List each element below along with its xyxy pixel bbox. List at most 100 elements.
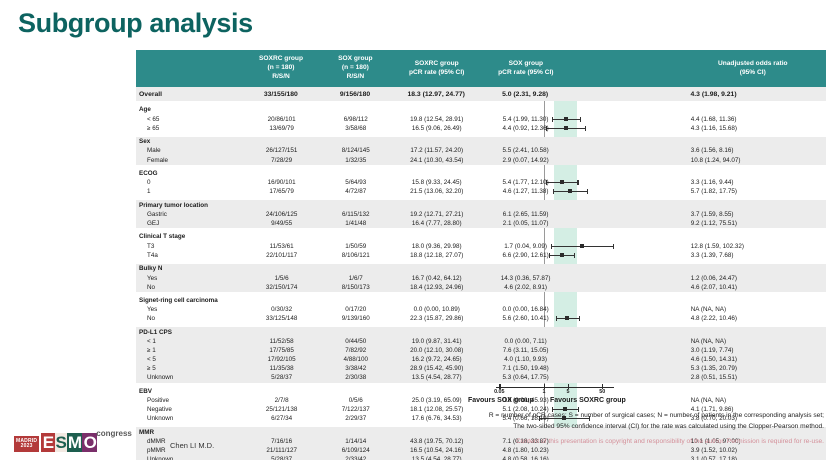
soxrc-pcr-rate: 43.8 (19.75, 70.12) [410,438,464,446]
sox-pcr-rate: 7.1 (0.18, 33.87) [502,438,549,446]
subgroup-forest-table: SOXRC group (n = 180) R/S/N SOX group (n = 1… [136,50,826,460]
row-label: Unknown [147,456,174,460]
sox-pcr-rate: 7.1 (1.50, 19.48) [502,365,549,373]
table-row: GEJ 9/49/55 1/41/48 16.4 (7.77, 28.80) 2.1 (… [136,219,826,229]
forest-plot-axis: Favours SOX group Favours SOXRC group 0.… [136,384,826,414]
sox-pcr-rate: 0.0 (0.00, 16.84) [502,306,549,314]
row-label: 0 [147,179,151,187]
table-group-header: Primary tumor location [136,200,826,210]
soxrc-pcr-rate: 16.7 (0.42, 64.12) [411,274,462,282]
odds-ratio: 10.1 (1.05, 97.00) [690,438,741,446]
soxrc-rsn: 25/121/138 [265,406,298,414]
group-label: Primary tumor location [139,201,208,209]
odds-ratio: 4.8 (2.22, 10.46) [690,315,737,323]
sox-pcr-rate: 5.6 (2.60, 10.41) [502,315,549,323]
odds-ratio: 3.6 (1.56, 8.16) [690,147,734,155]
soxrc-rsn: 11/52/58 [269,338,294,346]
soxrc-rsn: 6/27/34 [271,415,293,423]
sox-pcr-rate: 4.4 (0.92, 12.36) [502,124,549,132]
table-row: No 33/125/148 9/139/160 22.3 (15.87, 29.86)… [136,314,826,323]
sox-rsn: 1/41/48 [345,220,367,228]
page-title: Subgroup analysis [18,8,253,38]
sox-rsn: 9/156/180 [339,90,371,98]
soxrc-rsn: 1/5/6 [274,274,289,282]
sox-rsn: 1/6/7 [348,274,363,282]
axis-tick [543,384,546,389]
sox-pcr-rate: 14.3 (0.36, 57.87) [500,274,551,282]
sox-pcr-rate: 0.0 (0.00, 7.11) [504,338,547,346]
table-row: Yes 1/5/6 1/6/7 16.7 (0.42, 64.12) 14.3 (0.3… [136,273,826,283]
sox-rsn: 2/29/37 [345,415,367,423]
table-header-row: SOXRC group (n = 180) R/S/N SOX group (n = 1… [136,50,826,87]
esmo-congress-logo: MADRID 2023 E S M O congress [14,429,132,452]
row-label: Positive [147,397,170,405]
sox-pcr-rate: 4.6 (2.02, 8.91) [504,283,547,291]
row-label: Negative [147,406,172,414]
row-label: ≥ 65 [147,124,160,132]
sox-pcr-rate: 6.1 (2.65, 11.59) [502,210,549,218]
column-header-line: (n = 180) [267,64,295,72]
sox-rsn: 2/30/38 [345,374,367,382]
soxrc-rsn: 0/30/32 [271,306,293,314]
table-row: Yes 0/30/32 0/17/20 0.0 (0.00, 10.89) 0.0 (0… [136,305,826,314]
odds-ratio: 2.8 (0.51, 15.51) [690,374,737,382]
odds-ratio: 3.7 (1.59, 8.55) [690,210,734,218]
table-group-header: EBV [136,387,826,397]
sox-pcr-rate: 5.0 (2.31, 9.28) [502,90,549,98]
odds-ratio: NA (NA, NA) [690,306,727,314]
soxrc-pcr-rate: 0.0 (0.00, 10.89) [413,306,460,314]
odds-ratio: 4.3 (1.98, 9.21) [690,90,737,98]
odds-ratio: 5.7 (1.82, 17.75) [690,188,737,196]
odds-ratio: NA (NA, NA) [690,397,727,405]
column-header-1: SOXRC group (n = 180) R/S/N [243,55,320,82]
soxrc-pcr-rate: 15.8 (9.33, 24.45) [411,179,462,187]
soxrc-rsn: 17/65/79 [269,188,294,196]
row-label: ≥ 1 [147,347,156,355]
soxrc-pcr-rate: 28.9 (15.42, 45.90) [410,365,464,373]
sox-rsn: 7/82/92 [345,347,367,355]
sox-rsn: 8/150/173 [341,283,370,291]
soxrc-rsn: 16/90/101 [267,179,296,187]
esmo-wordmark: E S M O [41,433,98,452]
esmo-letter-e: E [41,433,55,452]
soxrc-rsn: 17/92/105 [267,356,296,364]
table-row: Unknown 5/28/37 2/30/38 13.5 (4.54, 28.77) 5… [136,373,826,383]
group-label: Age [139,106,151,114]
soxrc-rsn: 2/7/8 [274,397,289,405]
sox-pcr-rate: 4.8 (1.80, 10.23) [502,447,549,455]
soxrc-pcr-rate: 13.5 (4.54, 28.77) [411,374,462,382]
soxrc-rsn: 11/53/61 [269,242,294,250]
soxrc-rsn: 7/28/29 [271,156,293,164]
soxrc-pcr-rate: 17.2 (11.57, 24.20) [410,147,464,155]
soxrc-pcr-rate: 18.3 (12.97, 24.77) [407,90,465,98]
column-header-line: pCR rate (95% CI) [498,68,554,76]
axis-tick [567,384,570,389]
table-group-header: Age [136,105,826,115]
soxrc-rsn: 11/35/38 [269,365,294,373]
sox-pcr-rate: 4.0 (1.10, 9.93) [504,356,547,364]
table-group-header: Clinical T stage [136,232,826,242]
group-label: ECOG [139,169,158,177]
row-label: Unknown [147,374,174,382]
table-row: T4a 22/101/117 8/106/121 18.8 (12.18, 27.07… [136,251,826,260]
group-label: Bulky N [139,265,163,273]
sox-rsn: 4/72/87 [345,188,367,196]
table-row: Positive 2/7/8 0/5/6 25.0 (3.19, 65.09) 0.0 … [136,396,826,405]
row-label: pMMR [147,447,166,455]
row-label: Gastric [147,210,167,218]
odds-ratio: 5.3 (1.35, 20.79) [690,365,737,373]
sox-pcr-rate: 0.0 (0.00, 45.93) [502,397,549,405]
row-label: ≥ 5 [147,365,156,373]
sox-rsn: 6/115/132 [341,210,370,218]
sox-rsn: 0/17/20 [345,306,367,314]
soxrc-pcr-rate: 19.2 (12.71, 27.21) [410,210,464,218]
copyright-notice: Content of this presentation is copyrigh… [516,438,824,445]
axis-favours-right: Favours SOXRC group [549,397,626,404]
sox-pcr-rate: 7.6 (3.11, 15.05) [502,347,549,355]
row-label: Female [147,156,168,164]
sox-pcr-rate: 1.7 (0.04, 9.09) [504,242,547,250]
sox-rsn: 0/5/6 [348,397,363,405]
table-row: < 65 20/86/101 6/98/112 19.8 (12.54, 28.91)… [136,115,826,124]
sox-pcr-rate: 5.3 (0.64, 17.75) [502,374,549,382]
